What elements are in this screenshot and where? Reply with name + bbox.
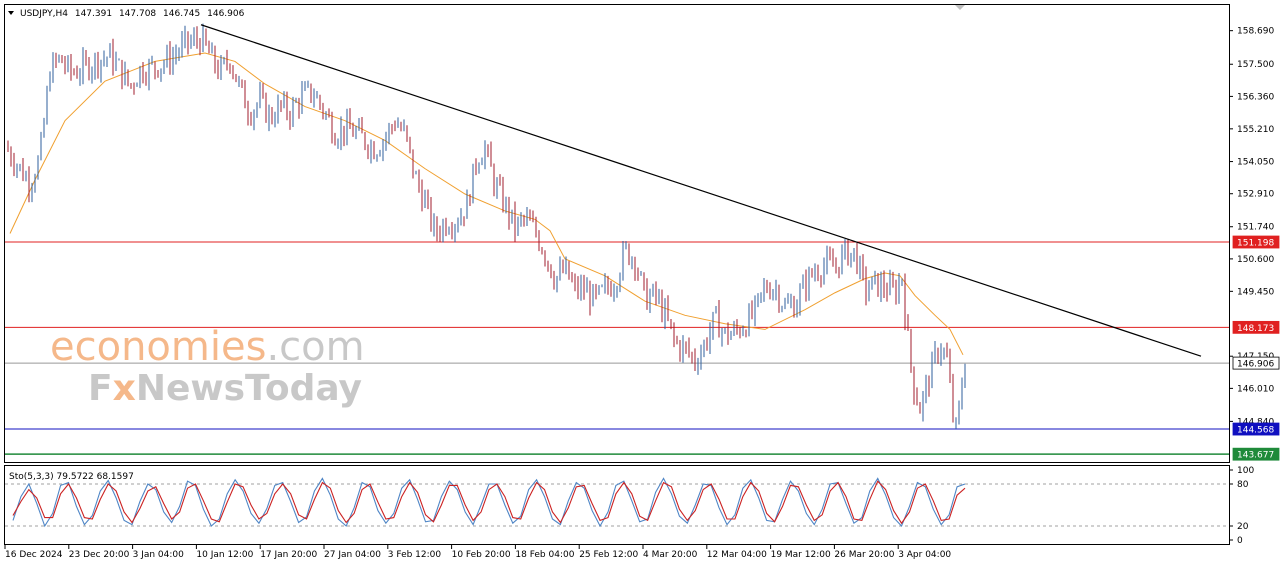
chart-shift-marker[interactable] [955, 5, 965, 10]
stochastic-layer [5, 477, 1229, 528]
watermark-brand: economies.com [50, 324, 365, 370]
trendline[interactable] [200, 24, 1202, 357]
moving-average [9, 52, 964, 356]
price-tick-label: 157.500 [1237, 60, 1274, 70]
price-tick-label: 155.210 [1237, 125, 1274, 135]
low-value: 146.745 [163, 9, 200, 19]
price-tag-box [1232, 235, 1280, 249]
time-tick-label: 27 Jan 04:00 [324, 550, 381, 560]
symbol-label: USDJPY,H4 [20, 9, 68, 19]
stoch-series-line [12, 480, 966, 525]
time-tick-label: 23 Dec 20:00 [69, 550, 130, 560]
price-tick-label: 154.050 [1237, 158, 1274, 168]
price-tick-label: 156.360 [1237, 92, 1274, 102]
time-tick-label: 3 Jan 04:00 [133, 550, 185, 560]
time-tick-label: 26 Mar 20:00 [834, 550, 894, 560]
stoch-tick-label: 100 [1237, 466, 1254, 476]
price-tag-label: 143.677 [1237, 451, 1274, 461]
stoch-plot-frame [4, 465, 1230, 545]
time-tick-label: 18 Feb 04:00 [515, 550, 574, 560]
price-tag-label: 148.173 [1237, 324, 1274, 334]
stoch-series-line [12, 477, 966, 528]
price-tick-label: 146.010 [1237, 384, 1274, 394]
watermark: economies.com FxNewsToday [50, 324, 365, 409]
time-tick-label: 3 Feb 12:00 [388, 550, 442, 560]
price-tag-label: 151.198 [1237, 239, 1274, 249]
price-tag-label: 146.906 [1237, 360, 1274, 370]
time-tick-label: 10 Jan 12:00 [196, 550, 253, 560]
high-value: 147.708 [119, 9, 156, 19]
candles [7, 23, 966, 430]
stochastic-axis: 100 80 20 0 [1229, 466, 1254, 546]
stoch-header: Sto(5,3,3) 79.5722 68.1597 [9, 472, 134, 482]
price-tag-box [1232, 320, 1280, 334]
stoch-tick-label: 80 [1237, 480, 1249, 490]
price-tag-box [1232, 447, 1280, 461]
price-tags: 151.198 148.173 146.906 144.568 143.677 [1232, 235, 1280, 461]
main-plot-frame [4, 4, 1230, 463]
time-tick-label: 4 Mar 20:00 [643, 550, 698, 560]
price-axis: 158.690 157.500 156.360 155.210 154.050 152.9… [1229, 27, 1274, 427]
time-tick-label: 17 Jan 20:00 [260, 550, 317, 560]
time-tick-label: 10 Feb 20:00 [452, 550, 511, 560]
trendline-layer [200, 24, 1202, 357]
time-tick-label: 12 Mar 04:00 [707, 550, 767, 560]
price-tick-label: 144.840 [1237, 417, 1274, 427]
stoch-tick-label: 0 [1237, 536, 1243, 546]
time-tick-label: 19 Mar 12:00 [771, 550, 831, 560]
price-tag-box [1232, 356, 1280, 370]
symbol-dropdown-icon[interactable] [8, 11, 14, 15]
price-tick-label: 151.740 [1237, 223, 1274, 233]
price-tag-label: 144.568 [1237, 426, 1274, 436]
price-tick-label: 152.910 [1237, 190, 1274, 200]
price-tick-label: 158.690 [1237, 27, 1274, 37]
close-value: 146.906 [207, 9, 244, 19]
moving-average-line [9, 52, 964, 356]
price-level-lines [5, 241, 1229, 455]
time-tick-label: 25 Feb 12:00 [579, 550, 638, 560]
price-tick-label: 149.450 [1237, 287, 1274, 297]
time-axis: 16 Dec 2024 23 Dec 20:00 3 Jan 04:00 10 Jan… [4, 545, 951, 560]
stoch-tick-label: 20 [1237, 522, 1249, 532]
watermark-subbrand: FxNewsToday [88, 368, 362, 409]
chart-header: USDJPY,H4 147.391 147.708 146.745 146.90… [20, 9, 245, 19]
open-value: 147.391 [75, 9, 112, 19]
price-tick-label: 150.600 [1237, 255, 1274, 265]
time-tick-label: 3 Apr 04:00 [898, 550, 951, 560]
time-tick-label: 16 Dec 2024 [5, 550, 63, 560]
price-tag-box [1232, 422, 1280, 436]
